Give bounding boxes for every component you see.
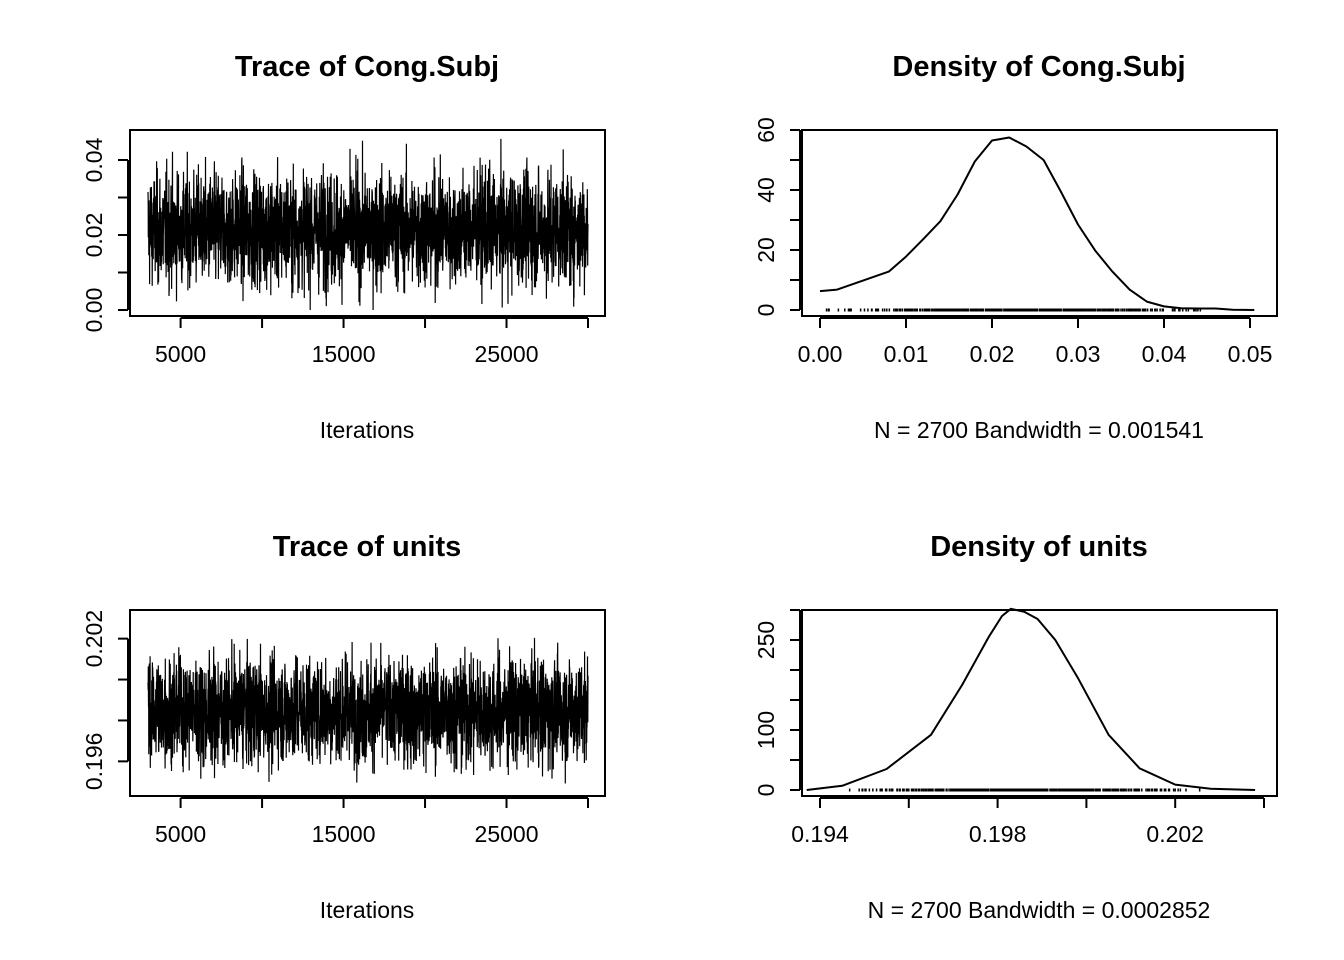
- x-tick-label: 0.05: [1228, 341, 1273, 367]
- x-tick-label: 5000: [155, 341, 206, 367]
- x-tick-label: 25000: [475, 341, 539, 367]
- y-tick-label: 60: [753, 117, 779, 143]
- x-tick-label: 25000: [475, 821, 539, 847]
- y-tick-label: 40: [753, 177, 779, 203]
- x-tick-label: 0.03: [1056, 341, 1101, 367]
- y-tick-label: 0.202: [81, 610, 107, 668]
- density-cong-subj-panel: Density of Cong.Subj N = 2700 Bandwidth …: [753, 51, 1278, 443]
- trace-units-panel: Trace of units Iterations 5000 15000 25000…: [81, 531, 606, 923]
- trace-cong-subj-xlabel: Iterations: [320, 417, 415, 443]
- x-tick-label: 0.194: [791, 821, 849, 847]
- density-units-xlabel: N = 2700 Bandwidth = 0.0002852: [868, 897, 1211, 923]
- trace-line: [147, 637, 589, 784]
- trace-line: [147, 138, 589, 311]
- trace-units-title: Trace of units: [273, 531, 462, 563]
- plot-frame: [129, 609, 606, 797]
- y-tick-label: 0: [753, 784, 779, 797]
- y-tick-label: 0.00: [81, 288, 107, 333]
- y-tick-label: 250: [753, 621, 779, 659]
- x-tick-label: 0.02: [970, 341, 1015, 367]
- y-tick-label: 0: [753, 304, 779, 317]
- y-tick-label: 100: [753, 711, 779, 749]
- y-tick-label: 0.196: [81, 733, 107, 791]
- x-tick-label: 0.202: [1146, 821, 1204, 847]
- density-curve: [819, 136, 1255, 311]
- plot-frame: [801, 129, 1278, 317]
- rug-marks: [825, 308, 1202, 312]
- y-tick-label: 0.04: [81, 137, 107, 182]
- density-units-panel: Density of units N = 2700 Bandwidth = 0.…: [753, 531, 1278, 923]
- y-tick-label: 20: [753, 237, 779, 263]
- rug-marks: [848, 788, 1201, 792]
- density-curve: [806, 607, 1256, 791]
- trace-units-xlabel: Iterations: [320, 897, 415, 923]
- trace-cong-subj-title: Trace of Cong.Subj: [235, 51, 499, 83]
- y-tick-label: 0.02: [81, 213, 107, 258]
- trace-cong-subj-panel: Trace of Cong.Subj Iterations 5000 15000 2…: [81, 51, 606, 443]
- plot-frame: [129, 129, 606, 317]
- x-tick-label: 5000: [155, 821, 206, 847]
- x-tick-label: 0.01: [884, 341, 929, 367]
- x-tick-label: 0.04: [1142, 341, 1187, 367]
- x-tick-label: 0.198: [969, 821, 1027, 847]
- x-tick-label: 15000: [312, 341, 376, 367]
- density-cong-subj-xlabel: N = 2700 Bandwidth = 0.001541: [874, 417, 1204, 443]
- x-tick-label: 15000: [312, 821, 376, 847]
- density-units-title: Density of units: [930, 531, 1148, 563]
- plot-frame: [801, 609, 1278, 797]
- x-tick-label: 0.00: [798, 341, 843, 367]
- density-cong-subj-title: Density of Cong.Subj: [892, 51, 1185, 83]
